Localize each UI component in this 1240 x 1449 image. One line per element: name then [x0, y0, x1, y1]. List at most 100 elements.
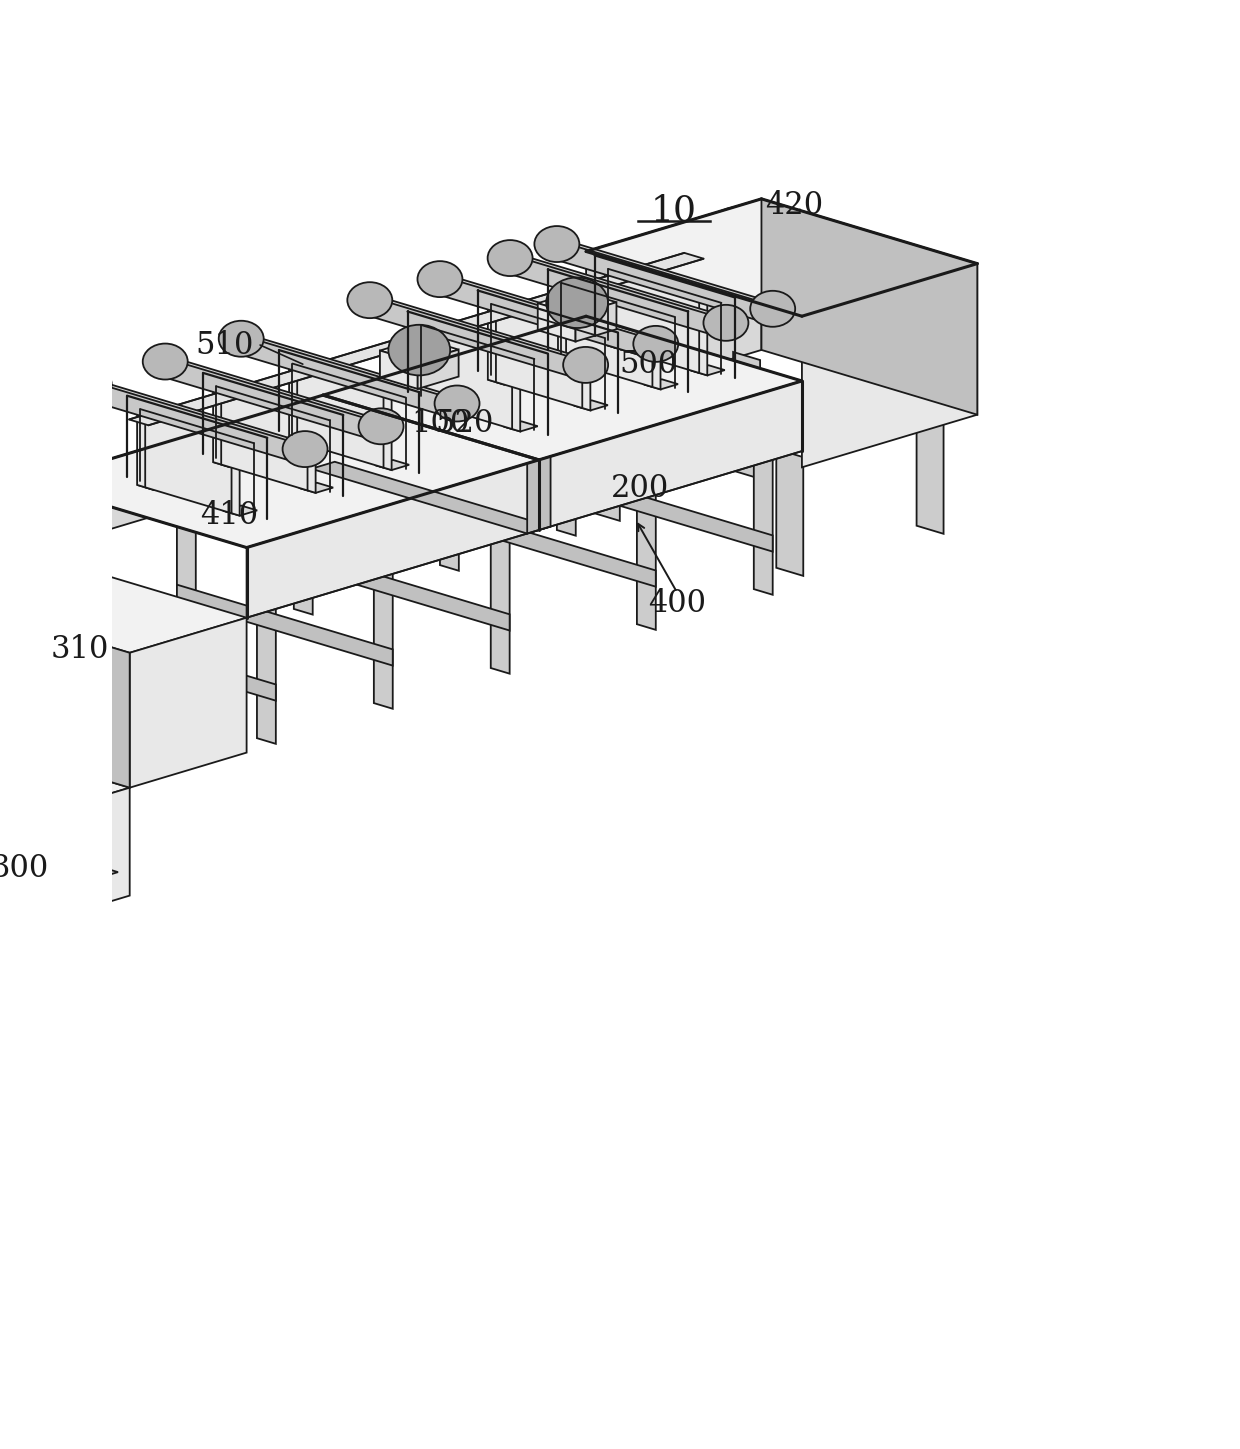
Polygon shape [119, 724, 201, 765]
Polygon shape [145, 401, 249, 432]
Polygon shape [78, 378, 295, 462]
Polygon shape [802, 264, 977, 467]
Polygon shape [376, 384, 392, 469]
Polygon shape [637, 490, 656, 630]
Polygon shape [567, 280, 652, 387]
Polygon shape [487, 298, 503, 384]
Polygon shape [0, 554, 247, 653]
Polygon shape [425, 317, 529, 348]
Ellipse shape [418, 261, 463, 297]
Polygon shape [754, 454, 773, 594]
Polygon shape [496, 301, 583, 409]
Polygon shape [503, 341, 538, 351]
Ellipse shape [703, 304, 749, 341]
Polygon shape [691, 284, 725, 294]
Polygon shape [373, 568, 393, 709]
Polygon shape [138, 404, 154, 490]
Text: 300: 300 [0, 853, 50, 884]
Polygon shape [299, 401, 334, 412]
Polygon shape [605, 339, 639, 349]
Polygon shape [645, 298, 678, 309]
Polygon shape [425, 322, 512, 429]
Polygon shape [593, 394, 620, 520]
Ellipse shape [750, 291, 795, 327]
Polygon shape [376, 459, 409, 469]
Polygon shape [605, 258, 639, 268]
Ellipse shape [546, 277, 608, 327]
Text: 410: 410 [200, 500, 258, 532]
Polygon shape [645, 304, 661, 390]
Polygon shape [613, 261, 717, 293]
Ellipse shape [634, 326, 678, 362]
Polygon shape [587, 199, 761, 403]
Polygon shape [74, 778, 102, 894]
Polygon shape [539, 381, 802, 530]
Polygon shape [440, 430, 459, 571]
Polygon shape [145, 406, 232, 513]
Polygon shape [174, 613, 201, 756]
Polygon shape [500, 252, 715, 336]
Polygon shape [360, 297, 596, 368]
Polygon shape [496, 296, 600, 327]
Polygon shape [289, 354, 322, 364]
Ellipse shape [487, 241, 533, 277]
Polygon shape [440, 506, 656, 587]
Polygon shape [231, 332, 446, 416]
Polygon shape [31, 396, 539, 548]
Polygon shape [298, 355, 401, 387]
Polygon shape [587, 199, 977, 316]
Polygon shape [0, 554, 31, 723]
Polygon shape [289, 358, 305, 445]
Polygon shape [223, 430, 239, 516]
Polygon shape [311, 462, 551, 533]
Polygon shape [213, 375, 247, 385]
Polygon shape [324, 316, 802, 459]
Ellipse shape [534, 226, 579, 262]
Polygon shape [213, 381, 229, 467]
Polygon shape [418, 314, 451, 325]
Polygon shape [0, 669, 201, 749]
Polygon shape [487, 374, 522, 384]
Polygon shape [78, 381, 316, 452]
Polygon shape [691, 290, 707, 375]
Polygon shape [776, 449, 804, 575]
Text: 520: 520 [435, 407, 494, 439]
Polygon shape [567, 275, 670, 306]
Polygon shape [605, 264, 621, 349]
Polygon shape [0, 558, 17, 701]
Polygon shape [247, 459, 539, 617]
Polygon shape [429, 275, 666, 346]
Polygon shape [257, 603, 275, 743]
Polygon shape [294, 549, 510, 630]
Polygon shape [42, 788, 130, 922]
Polygon shape [0, 807, 118, 891]
Polygon shape [547, 238, 763, 322]
Polygon shape [558, 354, 591, 364]
Polygon shape [574, 325, 590, 410]
Polygon shape [558, 272, 591, 283]
Polygon shape [379, 351, 418, 388]
Ellipse shape [143, 343, 187, 380]
Polygon shape [213, 456, 247, 467]
Text: 310: 310 [51, 635, 109, 665]
Polygon shape [491, 533, 510, 674]
Polygon shape [299, 483, 334, 493]
Polygon shape [177, 509, 196, 649]
Polygon shape [92, 638, 119, 781]
Ellipse shape [358, 409, 403, 445]
Polygon shape [538, 303, 575, 342]
Polygon shape [60, 545, 79, 685]
Polygon shape [0, 588, 130, 788]
Polygon shape [177, 584, 393, 665]
Polygon shape [299, 407, 316, 493]
Ellipse shape [67, 367, 112, 403]
Polygon shape [574, 400, 608, 410]
Polygon shape [221, 378, 325, 410]
Polygon shape [223, 425, 257, 435]
Polygon shape [298, 361, 383, 468]
Polygon shape [376, 380, 409, 390]
Polygon shape [557, 396, 575, 536]
Polygon shape [916, 407, 944, 533]
Polygon shape [503, 346, 521, 432]
Text: 100: 100 [412, 407, 470, 439]
